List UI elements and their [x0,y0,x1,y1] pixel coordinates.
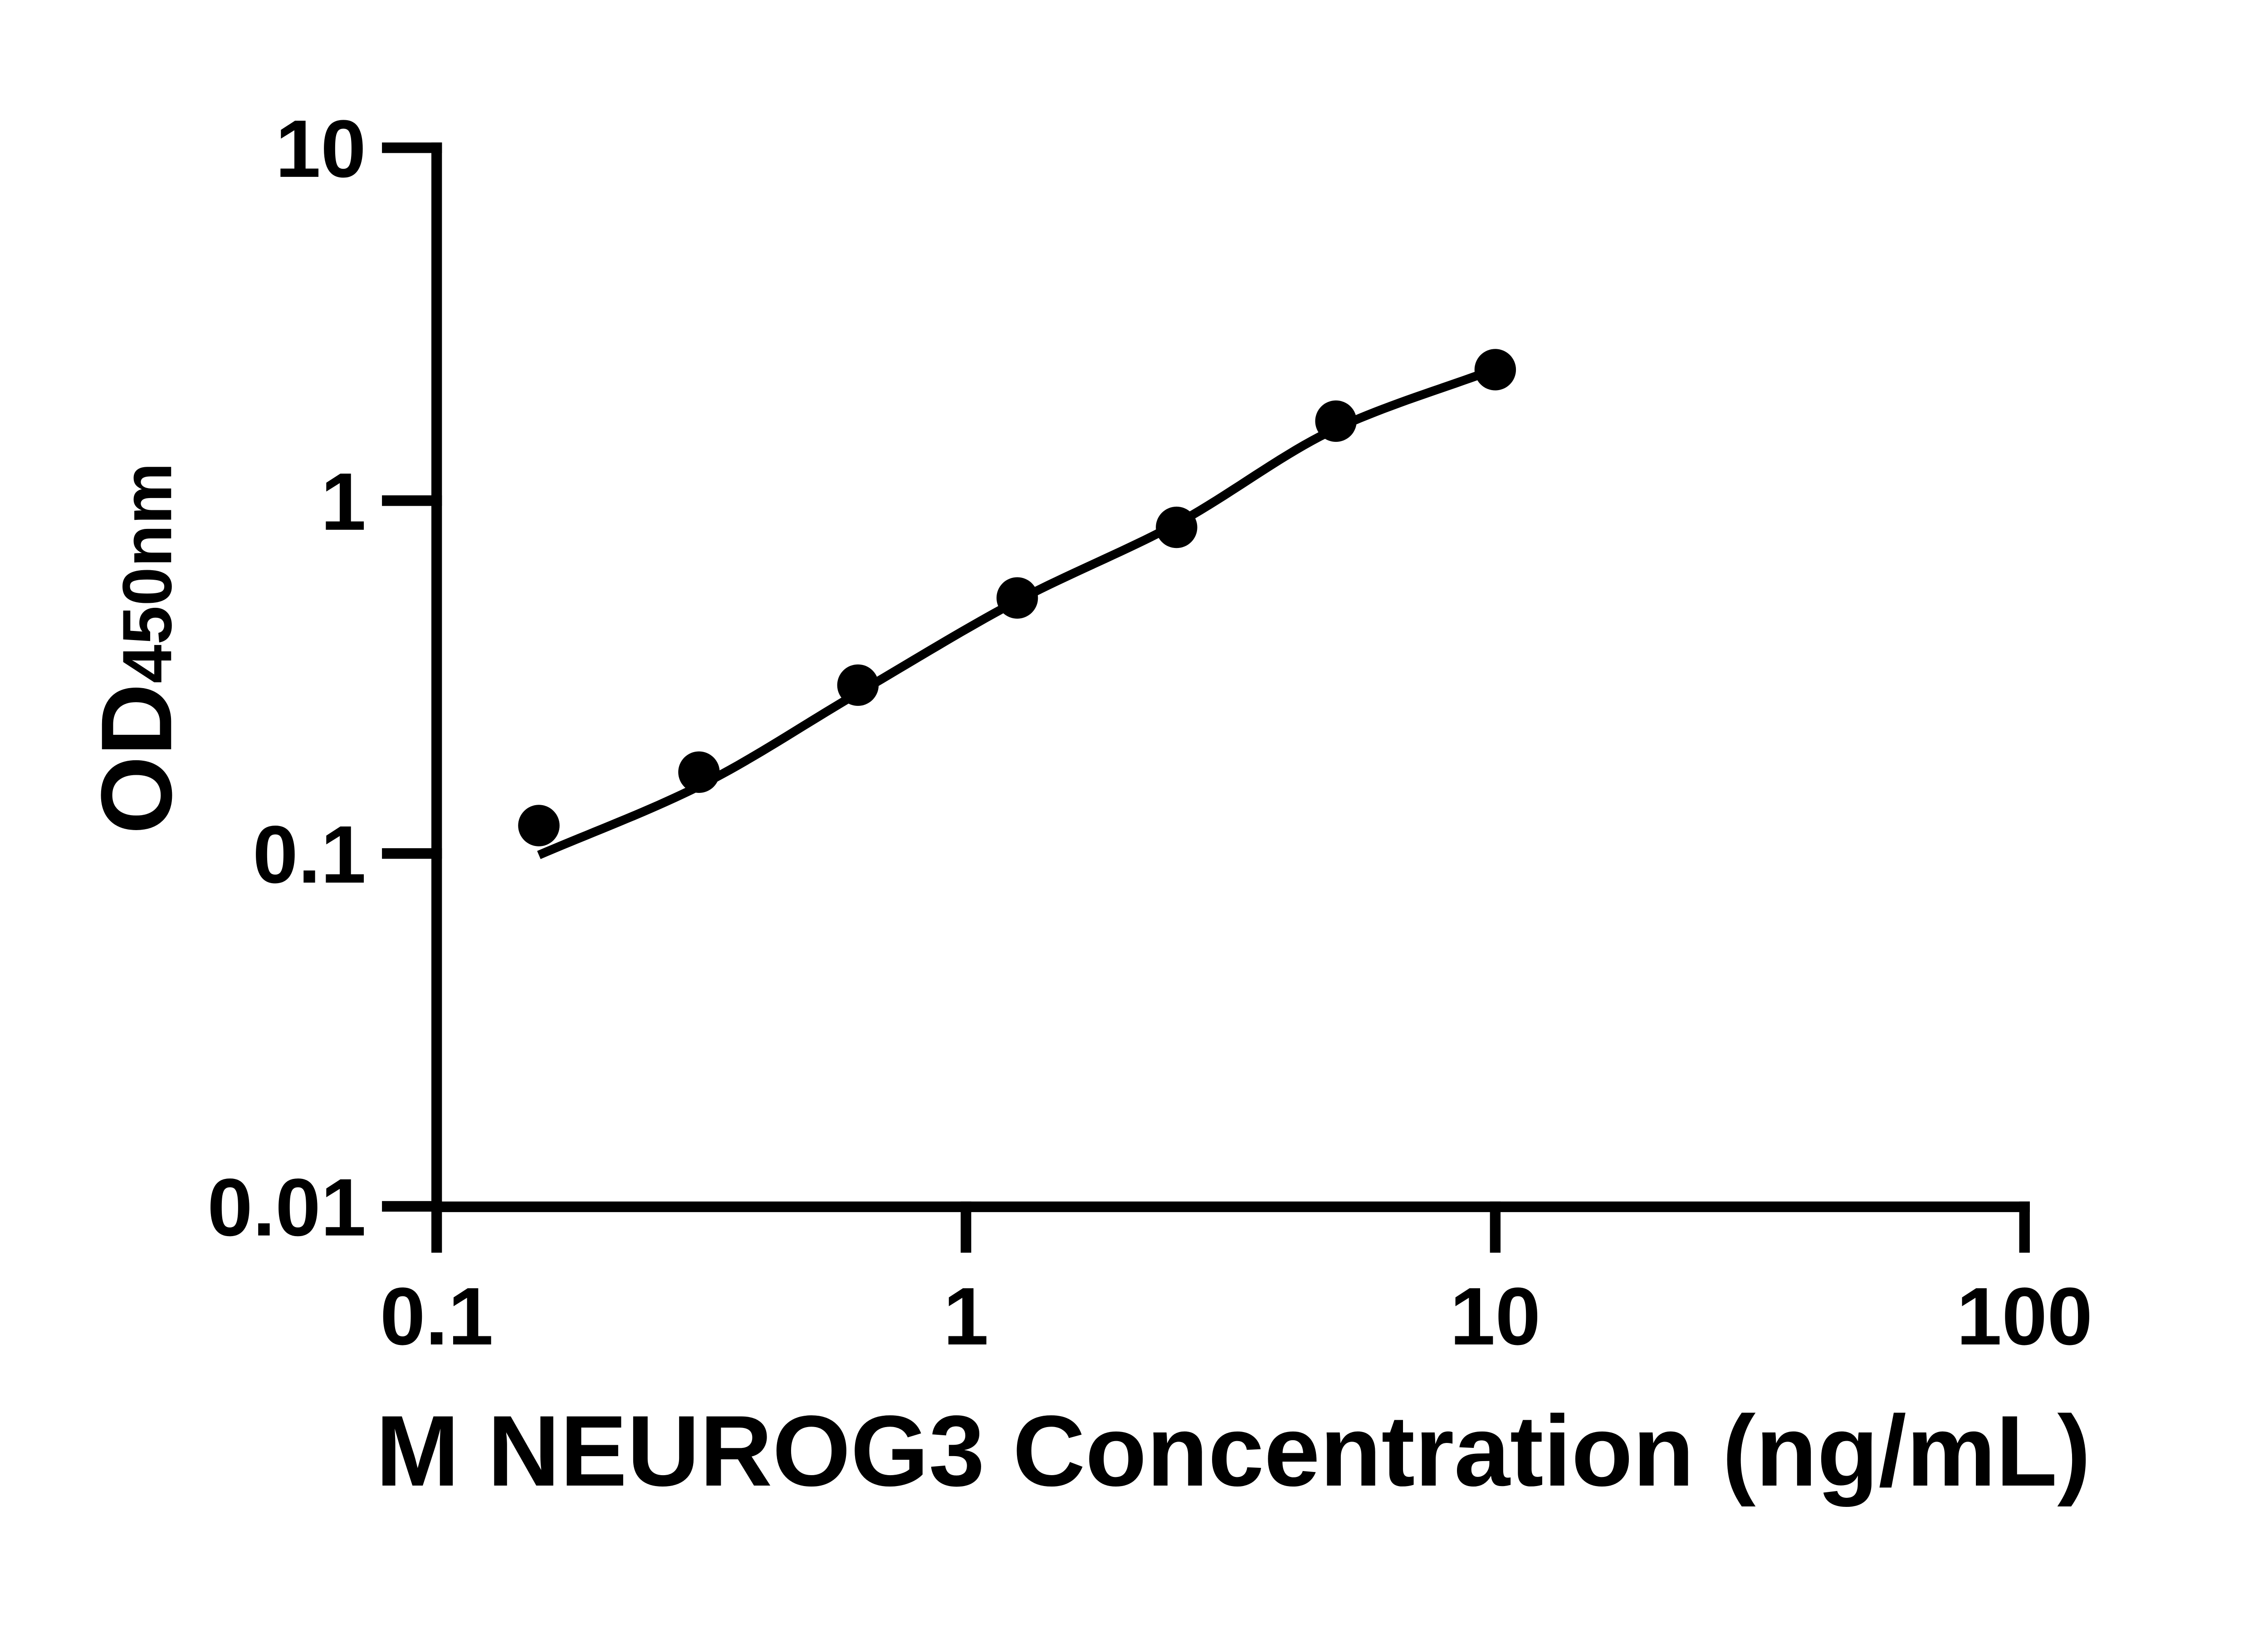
y-tick-label: 0.1 [253,809,366,900]
y-tick-label: 1 [321,456,366,548]
x-tick-label: 100 [1956,1271,2092,1362]
y-axis-title-subscript: 450nm [108,463,186,684]
data-point [1474,349,1516,391]
x-tick-label: 10 [1450,1271,1540,1362]
y-axis-tick-labels: 10 1 0.1 0.01 [207,103,366,1253]
data-point [518,805,560,846]
x-tick-label: 1 [943,1271,988,1362]
y-axis-title-main: OD [80,684,192,835]
data-point [996,577,1038,619]
chart-background [0,0,2268,1588]
x-axis-title: M NEUROG3 Concentration (ng/mL) [376,1394,2091,1507]
data-point [1315,400,1357,442]
data-point [1156,506,1198,548]
y-axis-title: OD450nm [80,463,192,834]
x-axis-ticks [431,1201,2030,1253]
data-point [678,751,720,793]
x-tick-label: 0.1 [380,1271,494,1362]
elisa-standard-curve-figure: 10 1 0.1 0.01 0.1 1 10 100 M NEUROG3 Concentra… [0,0,2268,1588]
x-axis-tick-labels: 0.1 1 10 100 [380,1271,2093,1362]
data-points [518,349,1516,846]
y-tick-label: 10 [275,103,366,195]
y-axis-ticks [382,142,442,1212]
data-point [837,664,879,706]
y-tick-label: 0.01 [207,1162,366,1253]
